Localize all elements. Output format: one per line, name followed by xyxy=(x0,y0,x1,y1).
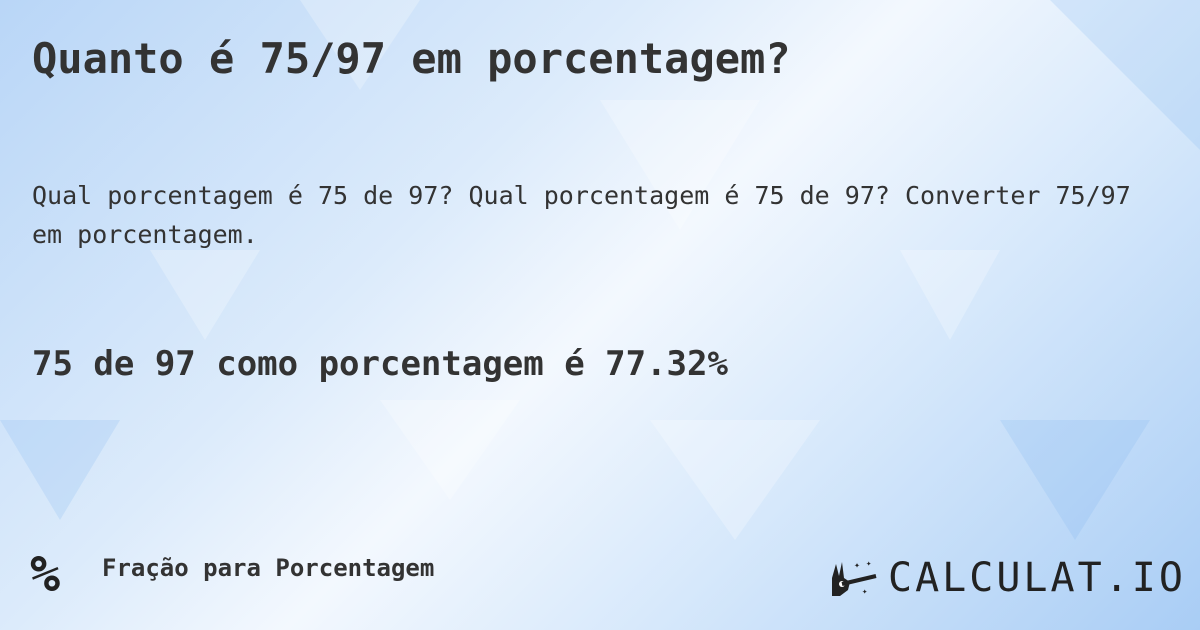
svg-text:✦: ✦ xyxy=(854,560,860,571)
description: Qual porcentagem é 75 de 97? Qual porcen… xyxy=(32,181,1131,249)
category-link[interactable]: Fração para Porcentagem xyxy=(102,554,435,582)
answer-text: 75 de 97 como porcentagem é 77.32% xyxy=(32,344,728,384)
percent-icon: % xyxy=(30,545,61,603)
logo-text: CALCULAT.IO xyxy=(888,555,1186,601)
page-title: Quanto é 75/97 em porcentagem? xyxy=(32,34,791,83)
svg-text:✦: ✦ xyxy=(862,587,868,597)
calculat-io-logo[interactable]: ✦ ✦ ✦ CALCULAT.IO xyxy=(828,556,1186,600)
svg-text:✦: ✦ xyxy=(866,559,872,569)
magic-hand-icon: ✦ ✦ ✦ xyxy=(832,559,877,597)
